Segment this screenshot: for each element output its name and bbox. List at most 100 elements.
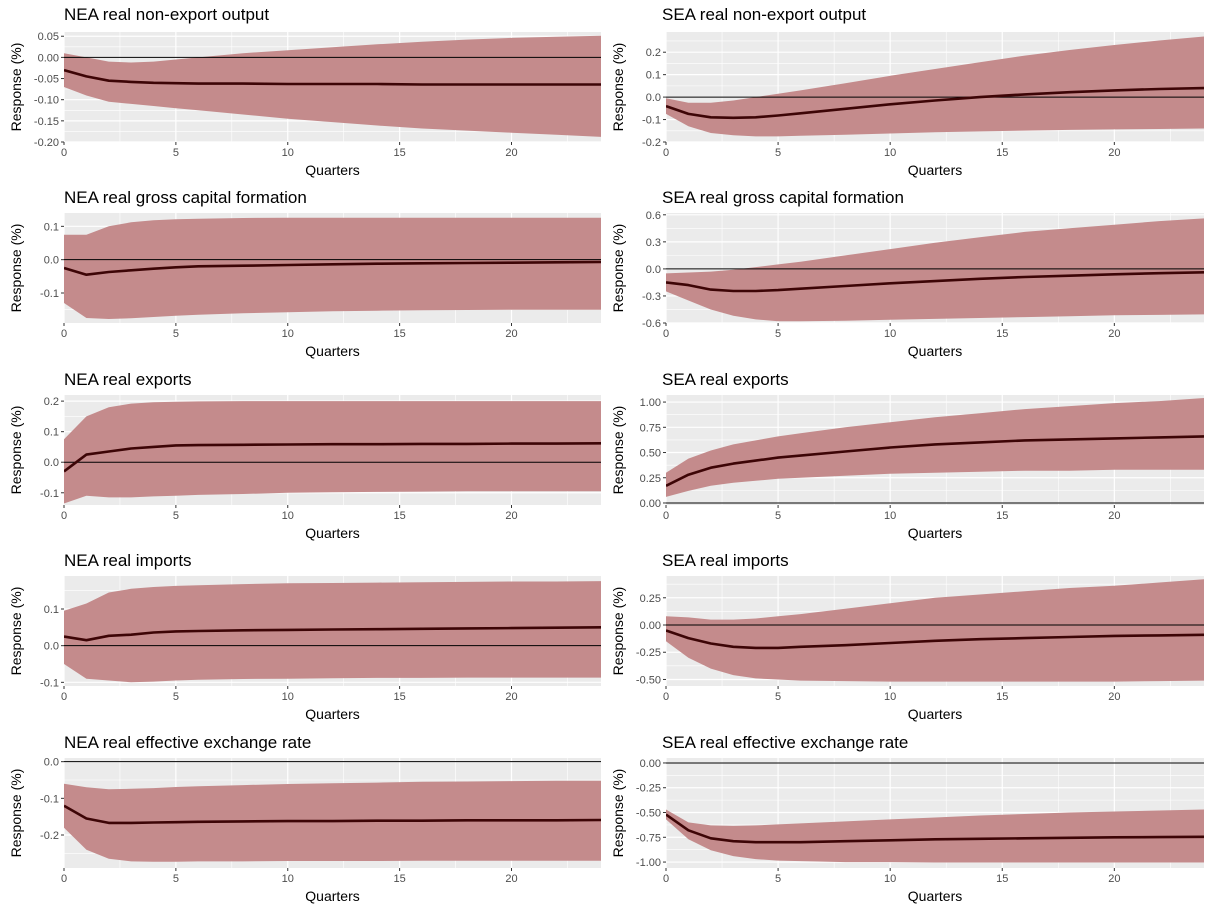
y-axis-title: Response (%) (8, 43, 24, 132)
y-tick-label: 0.75 (640, 422, 661, 434)
x-tick-label: 15 (394, 328, 406, 340)
x-tick-label: 15 (394, 510, 406, 522)
y-tick-label: 0.50 (640, 448, 661, 460)
y-tick-label: 0.3 (646, 237, 661, 249)
median-response-line (64, 626, 601, 642)
x-tick-label: 15 (394, 873, 406, 885)
panel-title: SEA real exports (662, 370, 789, 389)
panel-6: 0.00 0.25 0.50 0.75 1.00 0 5 10 15 20 Quarters Resp… (610, 370, 1204, 541)
y-tick-label: 0.1 (44, 427, 59, 439)
plot-area (666, 762, 1204, 863)
median-response-line (666, 86, 1204, 120)
y-axis-title: Response (%) (8, 224, 24, 313)
x-axis-title: Quarters (305, 343, 359, 359)
x-tick-label: 5 (775, 328, 781, 340)
x-tick-label: 0 (663, 873, 669, 885)
x-tick-label: 15 (996, 691, 1008, 703)
x-tick-label: 20 (505, 328, 517, 340)
y-tick-label: 0.1 (44, 604, 59, 616)
x-tick-label: 10 (282, 691, 294, 703)
panel-title: NEA real imports (64, 551, 192, 570)
confidence-band (666, 218, 1204, 322)
x-axis-title: Quarters (908, 343, 962, 359)
x-tick-label: 5 (173, 873, 179, 885)
panel-title: NEA real gross capital formation (64, 188, 307, 207)
x-axis-title: Quarters (305, 888, 359, 904)
y-axis-title: Response (%) (8, 587, 24, 676)
x-tick-label: 10 (282, 147, 294, 159)
x-tick-label: 0 (61, 510, 67, 522)
panel-title: SEA real imports (662, 551, 789, 570)
plot-area (666, 36, 1204, 137)
x-tick-label: 0 (61, 691, 67, 703)
x-tick-label: 0 (61, 873, 67, 885)
plot-area (64, 581, 601, 683)
x-tick-label: 20 (505, 147, 517, 159)
plot-area (64, 35, 601, 137)
y-tick-label: -0.75 (636, 832, 661, 844)
x-tick-label: 20 (505, 873, 517, 885)
y-tick-label: 0.0 (44, 457, 59, 469)
x-tick-label: 5 (775, 691, 781, 703)
median-response-line (666, 813, 1204, 844)
y-tick-label: -0.15 (34, 116, 59, 128)
panel-title: NEA real non-export output (64, 5, 269, 24)
y-tick-label: -0.10 (34, 95, 59, 107)
x-tick-label: 15 (996, 873, 1008, 885)
panel-title: NEA real effective exchange rate (64, 733, 311, 752)
x-tick-label: 10 (884, 873, 896, 885)
x-tick-label: 0 (663, 510, 669, 522)
x-tick-label: 0 (663, 147, 669, 159)
x-tick-label: 5 (173, 510, 179, 522)
plot-area (64, 401, 601, 504)
confidence-band (64, 35, 601, 137)
plot-area (666, 579, 1204, 682)
x-tick-label: 20 (1108, 328, 1120, 340)
x-tick-label: 5 (173, 691, 179, 703)
y-axis-title: Response (%) (8, 406, 24, 495)
y-tick-label: 1.00 (640, 397, 661, 409)
x-axis-title: Quarters (908, 162, 962, 178)
y-tick-label: 0.0 (44, 641, 59, 653)
x-tick-label: 10 (884, 147, 896, 159)
panel-9: -0.2 -0.1 0.0 0 5 10 15 20 Quarters Response (%) N… (8, 733, 601, 904)
y-tick-label: 0.0 (44, 255, 59, 267)
y-tick-label: -0.1 (40, 288, 59, 300)
confidence-band (64, 217, 601, 319)
median-response-line (64, 804, 601, 825)
median-response-line (64, 442, 601, 473)
panel-3: -0.1 0.0 0.1 0 5 10 15 20 Quarters Response (%) NE… (8, 188, 601, 359)
x-tick-label: 20 (1108, 873, 1120, 885)
x-tick-label: 5 (173, 147, 179, 159)
confidence-band (666, 36, 1204, 137)
y-tick-label: -0.1 (40, 677, 59, 689)
x-axis-title: Quarters (908, 888, 962, 904)
y-axis-title: Response (%) (610, 224, 626, 313)
confidence-band (666, 398, 1204, 497)
y-tick-label: 0.25 (640, 473, 661, 485)
y-tick-label: -1.00 (636, 857, 661, 869)
y-tick-label: -0.20 (34, 137, 59, 149)
y-tick-label: 0.1 (646, 70, 661, 82)
x-axis-title: Quarters (305, 706, 359, 722)
y-tick-label: 0.6 (646, 210, 661, 222)
y-tick-label: -0.2 (642, 137, 661, 149)
y-axis-title: Response (%) (8, 769, 24, 858)
confidence-band (64, 581, 601, 683)
x-tick-label: 20 (505, 691, 517, 703)
panel-title: NEA real exports (64, 370, 192, 389)
panel-title: SEA real gross capital formation (662, 188, 904, 207)
panel-10: -1.00 -0.75 -0.50 -0.25 0.00 0 5 10 15 20 Quarters… (610, 733, 1204, 904)
y-tick-label: 0.00 (640, 620, 661, 632)
panel-8: -0.50 -0.25 0.00 0.25 0 5 10 15 20 Quarters Respon… (610, 551, 1204, 722)
x-tick-label: 0 (663, 691, 669, 703)
x-axis-title: Quarters (908, 706, 962, 722)
y-tick-label: 0.00 (38, 52, 59, 64)
y-tick-label: -0.05 (34, 74, 59, 86)
y-tick-label: 0.1 (44, 221, 59, 233)
x-tick-label: 5 (775, 510, 781, 522)
y-tick-label: -0.1 (642, 115, 661, 127)
y-axis-title: Response (%) (610, 769, 626, 858)
x-tick-label: 10 (282, 873, 294, 885)
median-response-line (666, 435, 1204, 487)
